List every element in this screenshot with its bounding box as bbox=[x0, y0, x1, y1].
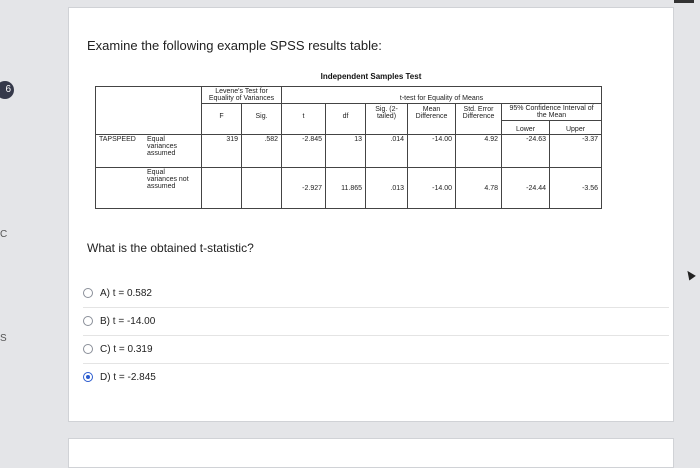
cell-sig: .582 bbox=[240, 134, 283, 168]
cell-t: -2.845 bbox=[281, 134, 327, 168]
col-df: df bbox=[325, 103, 367, 121]
col-mean-diff: Mean Difference bbox=[407, 103, 457, 121]
cell-sig2: .014 bbox=[365, 134, 409, 168]
option-a[interactable]: A) t = 0.582 bbox=[83, 279, 669, 308]
question-card: Examine the following example SPSS resul… bbox=[68, 7, 696, 422]
next-question-card bbox=[68, 438, 674, 468]
spss-table-title: Independent Samples Test bbox=[320, 72, 422, 81]
col-t: t bbox=[281, 103, 327, 121]
window-edge-mark bbox=[674, 0, 694, 3]
side-letter-s: S bbox=[0, 333, 7, 344]
ci-header: 95% Confidence Interval of the Mean bbox=[501, 103, 603, 121]
variable-name: TAPSPEED bbox=[99, 136, 136, 143]
option-b-label: B) t = -14.00 bbox=[100, 315, 156, 327]
corner-cell-3 bbox=[95, 120, 202, 135]
table-row: Equal variances not assumed -2.927 11.86… bbox=[95, 167, 603, 209]
radio-option-b[interactable] bbox=[83, 316, 93, 326]
row-label: Equal variances not assumed bbox=[147, 169, 189, 190]
side-letter-c: C bbox=[0, 229, 8, 240]
option-b[interactable]: B) t = -14.00 bbox=[83, 307, 669, 336]
cell-se-diff: 4.78 bbox=[455, 167, 503, 209]
row-label: Equal variances assumed bbox=[147, 136, 177, 157]
cell-sig bbox=[240, 167, 283, 209]
cell-lower: -24.44 bbox=[501, 167, 551, 209]
cell-f: 319 bbox=[201, 134, 242, 168]
corner-cell bbox=[95, 86, 202, 104]
option-c[interactable]: C) t = 0.319 bbox=[83, 335, 669, 364]
question-text: What is the obtained t-statistic? bbox=[87, 241, 254, 255]
col-upper: Upper bbox=[549, 120, 603, 135]
cell-upper: -3.37 bbox=[549, 134, 603, 168]
question-prompt: Examine the following example SPSS resul… bbox=[87, 38, 382, 53]
option-d-label: D) t = -2.845 bbox=[100, 371, 156, 383]
option-c-label: C) t = 0.319 bbox=[100, 343, 153, 355]
cell-se-diff: 4.92 bbox=[455, 134, 503, 168]
option-a-label: A) t = 0.582 bbox=[100, 287, 152, 299]
corner-cell-2 bbox=[95, 103, 202, 121]
cell-upper: -3.56 bbox=[549, 167, 603, 209]
col-sig-2tailed: Sig. (2-tailed) bbox=[365, 103, 409, 121]
table-row: TAPSPEED Equal variances assumed 319 .582… bbox=[95, 134, 603, 168]
radio-option-c[interactable] bbox=[83, 344, 93, 354]
col-sig: Sig. bbox=[240, 103, 283, 121]
cell-mean-diff: -14.00 bbox=[407, 167, 457, 209]
question-number-badge: 6 bbox=[0, 81, 14, 99]
col-lower: Lower bbox=[501, 120, 551, 135]
cell-mean-diff: -14.00 bbox=[407, 134, 457, 168]
cell-t: -2.927 bbox=[281, 167, 327, 209]
option-d[interactable]: D) t = -2.845 bbox=[83, 363, 669, 391]
ttest-header: t-test for Equality of Means bbox=[281, 86, 603, 104]
levene-header: Levene's Test for Equality of Variances bbox=[200, 86, 283, 104]
radio-option-a[interactable] bbox=[83, 288, 93, 298]
cell-df: 11.865 bbox=[325, 167, 367, 209]
cell-f bbox=[201, 167, 242, 209]
cell-sig2: .013 bbox=[365, 167, 409, 209]
cell-lower: -24.63 bbox=[501, 134, 551, 168]
col-se-diff: Std. Error Difference bbox=[455, 103, 503, 121]
cell-df: 13 bbox=[325, 134, 367, 168]
radio-option-d-selected[interactable] bbox=[83, 372, 93, 382]
col-f: F bbox=[201, 103, 242, 121]
spss-results-table: Levene's Test for Equality of Variances … bbox=[95, 86, 603, 209]
mouse-cursor-icon bbox=[684, 268, 696, 281]
